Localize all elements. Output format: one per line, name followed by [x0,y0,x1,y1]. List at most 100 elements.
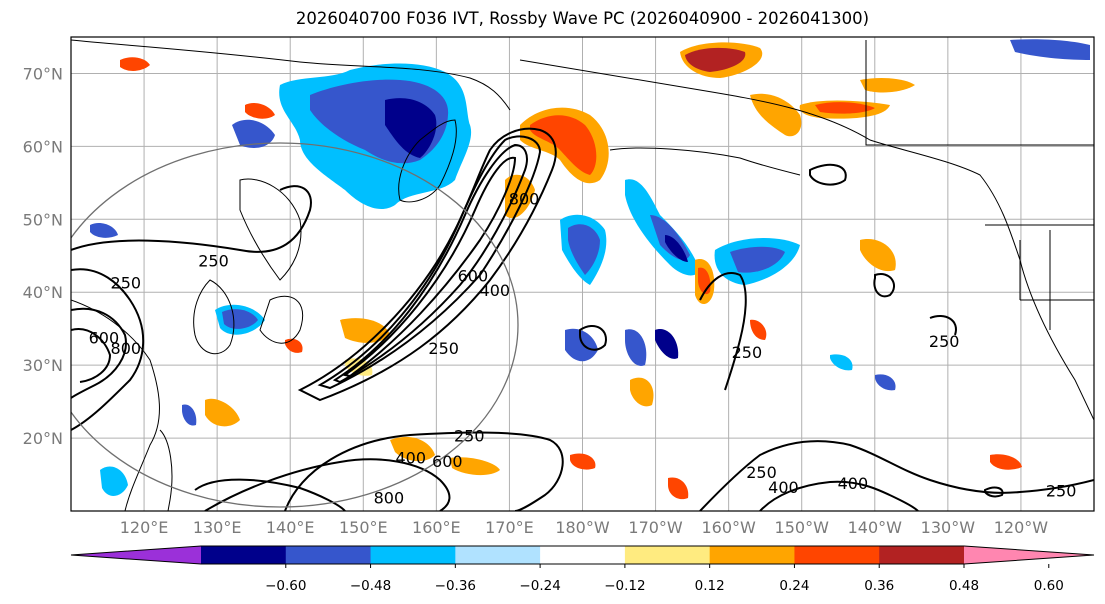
colorbar-tick-label: 0.24 [779,578,809,594]
contour-label: 250 [428,339,459,358]
ivt-contour-250 [297,127,557,402]
lon-tick-label: 150°W [775,518,830,537]
colorbar-tick-label: 0.12 [695,578,725,594]
us-state-borders [1019,230,1094,330]
colorbar-tick-label: −0.48 [350,578,391,594]
ivt-contour-250 [699,272,747,391]
ivt-contour-400 [317,135,542,390]
anomaly-blob [730,246,785,273]
ivt-contour-400 [204,458,451,511]
colorbar-tick-label: −0.24 [519,578,560,594]
japan-coast [259,295,304,344]
ivt-contour-800 [342,156,517,378]
colorbar-segment [709,546,795,564]
anomaly-blob [222,309,258,329]
lat-tick-label: 50°N [23,210,63,229]
anomaly-blob [232,119,275,148]
alaska-canada-border [865,40,1094,146]
siberia-coast [71,39,511,111]
contour-label: 250 [732,343,763,362]
anomaly-blob [625,329,647,366]
alaska-america-coast [519,59,1094,421]
plot-title: 2026040700 F036 IVT, Rossby Wave PC (202… [295,9,870,28]
colorbar-outline [70,545,1095,565]
ivt-contour-400 [71,307,127,399]
lon-tick-label: 170°W [628,518,683,537]
ivt-contour-600 [194,478,346,511]
colorbar-tick-label: 0.60 [1034,578,1064,594]
anomaly-blob [90,223,118,238]
philippines-coast [159,429,173,511]
contour-label: 800 [374,489,405,508]
colorbar-extend-low [71,546,201,564]
ivt-contour-600 [332,143,528,384]
ivt-contour-250 [71,185,312,253]
colorbar-segment [201,546,287,564]
contour-label: 250 [198,252,229,271]
ivt-contour-400 [759,480,919,511]
anomaly-blob [340,318,390,343]
contour-label: 250 [111,274,142,293]
lon-tick-label: 170°E [485,518,534,537]
anomaly-blob [205,398,240,427]
colorbar-tick-label: 0.48 [949,578,979,594]
colorbar-segment [624,546,711,564]
anomaly-blob [390,436,435,462]
anomaly-blob [1010,39,1090,60]
contour-label: 250 [454,427,485,446]
colorbar-tick-label: 0.36 [864,578,894,594]
lat-tick-label: 60°N [23,137,63,156]
contour-label: 600 [89,328,120,347]
colorbar-segment [540,546,626,564]
sakhalin-coast [239,178,302,281]
lon-tick-label: 160°E [412,518,461,537]
ivt-contour-250 [809,163,847,186]
lon-tick-label: 140°W [848,518,903,537]
anomaly-blob [665,235,688,262]
anomaly-blob [860,77,915,93]
contour-label: 800 [111,339,142,358]
aleutian-arc [609,147,801,176]
anomaly-blob [182,404,197,426]
anomaly-blob [385,98,437,158]
region-circle [71,142,519,508]
lon-tick-label: 130°E [193,518,242,537]
contour-label: 250 [1046,481,1077,500]
colorbar-segment [455,546,541,564]
ivt-contour-250 [929,315,957,336]
coastlines [71,39,1094,511]
latitude-labels: 70°N 60°N 50°N 40°N 30°N 20°N [23,64,63,448]
anomaly-blob [505,174,535,219]
kamchatka-coast [398,119,457,203]
ivt-contour-250 [699,440,1094,511]
anomaly-blob [875,374,896,391]
anomaly-blob [530,115,597,175]
contour-label: 600 [458,266,489,285]
anomaly-blob [830,354,853,371]
contour-label: 250 [746,463,777,482]
contour-label: 250 [929,332,960,351]
lon-tick-label: 130°W [921,518,976,537]
lat-tick-label: 70°N [23,64,63,83]
anomaly-blob [245,103,275,119]
anomaly-blob [750,319,767,340]
contour-label: 400 [768,478,799,497]
lon-tick-label: 150°E [339,518,388,537]
contour-label: 600 [432,452,463,471]
colorbar-extend-high [964,546,1094,564]
map-frame [70,36,1095,512]
colorbar-segment [285,546,372,564]
lon-tick-label: 120°W [994,518,1049,537]
ivt-contour-250 [579,325,607,351]
lon-tick-label: 160°W [701,518,756,537]
ivt-contour-250 [71,268,145,431]
anomaly-blob [568,224,600,275]
colorbar-tick-label: −0.12 [604,578,645,594]
anomaly-blob [815,102,875,114]
contour-label: 400 [838,474,869,493]
lon-tick-label: 120°E [120,518,169,537]
colorbar-segment [879,546,965,564]
